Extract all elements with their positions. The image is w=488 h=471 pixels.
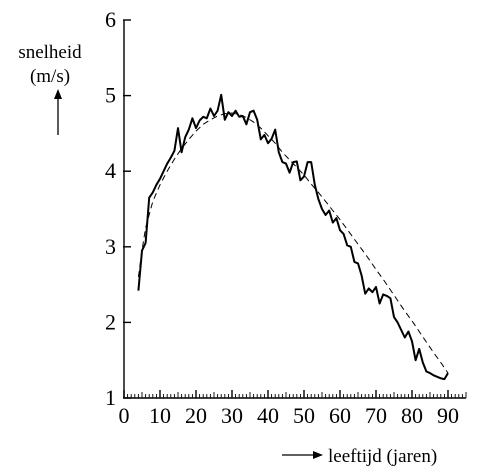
y-tick-label: 5 (105, 83, 116, 108)
x-tick-label: 20 (185, 403, 207, 428)
trend-line (137, 112, 449, 374)
x-tick-label: 0 (119, 403, 130, 428)
y-tick-label: 4 (105, 158, 116, 183)
x-tick-label: 50 (293, 403, 315, 428)
y-axis-title-line2: (m/s) (30, 66, 70, 87)
speed-line (137, 93, 449, 381)
y-tick-label: 6 (105, 7, 116, 32)
x-tick-label: 30 (221, 403, 243, 428)
x-tick-label: 60 (329, 403, 351, 428)
x-axis-title: leeftijd (jaren) (328, 446, 437, 466)
x-tick-label: 90 (437, 403, 459, 428)
x-tick-label: 10 (149, 403, 171, 428)
labels: snelheid (m/s) leeftijd (jaren) (18, 42, 437, 467)
x-tick-label: 80 (401, 403, 423, 428)
y-tick-label: 1 (105, 385, 116, 410)
series-layer (137, 93, 449, 381)
y-axis-title-line1: snelheid (18, 42, 82, 63)
y-tick-label: 2 (105, 309, 116, 334)
y-axis-arrow (54, 89, 62, 135)
x-axis-arrow (282, 451, 323, 459)
y-tick-label: 3 (105, 234, 116, 259)
x-tick-label: 40 (257, 403, 279, 428)
x-tick-label: 70 (365, 403, 387, 428)
